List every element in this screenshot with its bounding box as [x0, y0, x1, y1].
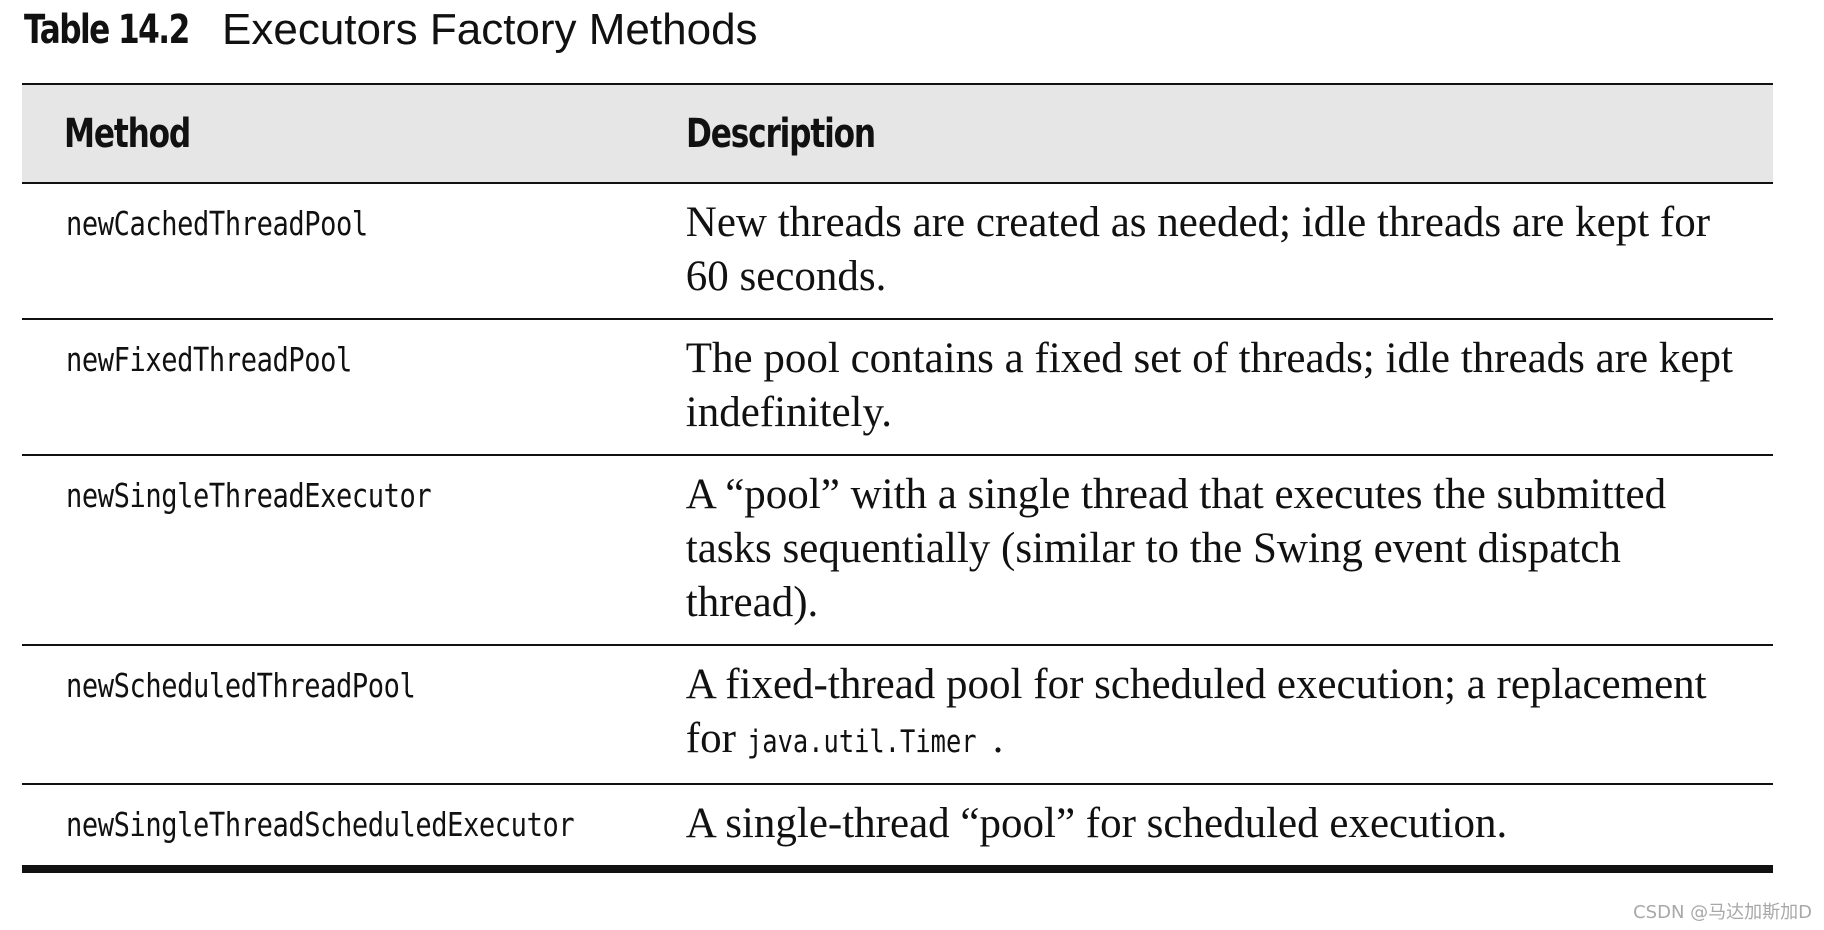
table-row: newScheduledThreadPool A fixed-thread po… [22, 645, 1773, 785]
method-cell: newScheduledThreadPool [22, 645, 686, 785]
description-cell: A “pool” with a single thread that execu… [685, 455, 1773, 646]
table-number: Table 14.2 [24, 7, 190, 53]
method-cell: newFixedThreadPool [22, 319, 686, 456]
table-row: newFixedThreadPool The pool contains a f… [22, 319, 1773, 456]
method-cell: newSingleThreadExecutor [22, 455, 686, 646]
header-description-label: Description [685, 110, 876, 157]
table-header: Method Description [22, 83, 1773, 184]
method-cell: newCachedThreadPool [22, 183, 686, 320]
description-cell: New threads are created as needed; idle … [685, 183, 1773, 320]
description-text: A fixed-thread pool for scheduled execut… [685, 661, 1707, 762]
method-description: A “pool” with a single thread that execu… [685, 471, 1667, 626]
header-row: Method Description [22, 83, 1773, 184]
description-suffix: . [992, 715, 1004, 762]
table-row: newCachedThreadPool New threads are crea… [22, 183, 1773, 320]
method-cell: newSingleThreadScheduledExecutor [22, 784, 686, 873]
method-description: A single-thread “pool” for scheduled exe… [685, 800, 1508, 847]
method-description: New threads are created as needed; idle … [685, 199, 1711, 300]
table-row: newSingleThreadExecutor A “pool” with a … [22, 455, 1773, 646]
header-description: Description [685, 83, 1773, 184]
header-method-label: Method [64, 110, 191, 157]
method-description: A fixed-thread pool for scheduled execut… [686, 658, 1743, 769]
method-name: newSingleThreadExecutor [66, 476, 432, 515]
method-name: newCachedThreadPool [66, 204, 368, 243]
description-cell: A single-thread “pool” for scheduled exe… [685, 784, 1773, 873]
method-name: newFixedThreadPool [66, 340, 352, 379]
description-cell: The pool contains a fixed set of threads… [685, 319, 1773, 456]
header-method: Method [22, 83, 686, 184]
description-cell: A fixed-thread pool for scheduled execut… [685, 645, 1773, 785]
table-caption: Table 14.2 Executors Factory Methods [24, 0, 758, 60]
method-name: newSingleThreadScheduledExecutor [66, 805, 575, 844]
methods-table: Method Description newCachedThreadPool N… [22, 83, 1773, 873]
table-row: newSingleThreadScheduledExecutor A singl… [22, 784, 1773, 873]
executors-table: Method Description newCachedThreadPool N… [22, 83, 1773, 873]
description-code: java.util.Timer [746, 724, 977, 760]
method-name: newScheduledThreadPool [66, 666, 416, 705]
watermark: CSDN @马达加斯加D [1633, 902, 1812, 923]
method-description: The pool contains a fixed set of threads… [685, 335, 1733, 436]
table-title: Executors Factory Methods [222, 5, 758, 54]
table-body: newCachedThreadPool New threads are crea… [22, 183, 1773, 873]
